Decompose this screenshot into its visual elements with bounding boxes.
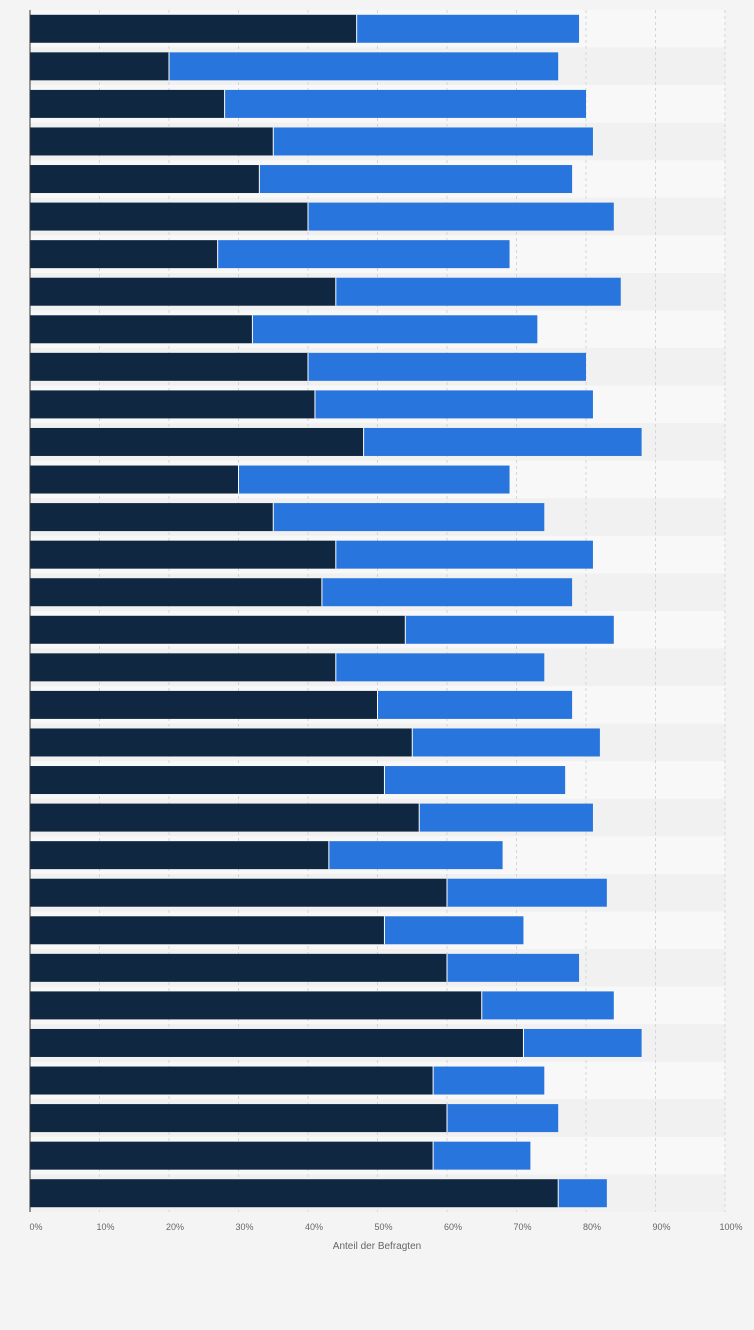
bar-series-2: [335, 277, 621, 306]
bar-series-2: [356, 14, 580, 43]
bar-series-2: [314, 390, 593, 419]
bar-series-1: [30, 52, 169, 81]
bar-series-2: [523, 1028, 642, 1057]
bar-series-2: [328, 841, 503, 870]
bar-series-1: [30, 390, 315, 419]
bar-series-2: [377, 690, 573, 719]
bar-series-1: [30, 1141, 434, 1170]
bar-series-2: [363, 427, 642, 456]
bar-series-2: [273, 503, 545, 532]
bar-series-2: [419, 803, 593, 832]
bar-series-1: [30, 427, 364, 456]
x-tick-label: 0%: [29, 1222, 42, 1232]
bar-series-1: [30, 1104, 447, 1133]
bar-series-1: [30, 127, 274, 156]
x-tick-label: 80%: [583, 1222, 601, 1232]
x-tick-label: 30%: [235, 1222, 253, 1232]
bar-series-2: [433, 1141, 531, 1170]
bar-series-2: [252, 315, 538, 344]
x-tick-label: 60%: [444, 1222, 462, 1232]
bar-series-2: [384, 916, 524, 945]
bar-series-1: [30, 953, 447, 982]
bar-series-1: [30, 202, 308, 231]
bar-series-1: [30, 89, 225, 118]
bar-series-2: [273, 127, 593, 156]
bar-series-1: [30, 841, 329, 870]
bar-series-1: [30, 465, 239, 494]
x-axis-title: Anteil der Befragten: [333, 1241, 421, 1252]
bar-series-1: [30, 916, 385, 945]
bar-series-2: [447, 1104, 559, 1133]
bar-series-2: [384, 766, 566, 795]
bar-series-1: [30, 991, 482, 1020]
x-tick-label: 90%: [652, 1222, 670, 1232]
bar-series-2: [169, 52, 559, 81]
bar-series-2: [259, 165, 573, 194]
x-tick-labels: 0% 10% 20% 30% 40% 50% 60% 70% 80% 90% 100%: [29, 1222, 742, 1232]
bar-series-2: [447, 878, 607, 907]
bar-series-2: [308, 352, 586, 381]
bar-series-1: [30, 766, 385, 795]
bar-series-2: [308, 202, 614, 231]
bar-series-1: [30, 690, 378, 719]
bar-series-1: [30, 615, 406, 644]
bar-series-1: [30, 1028, 524, 1057]
bar-series-1: [30, 352, 308, 381]
bar-series-2: [405, 615, 614, 644]
bar-series-2: [335, 653, 545, 682]
x-tick-label: 10%: [96, 1222, 114, 1232]
bar-series-1: [30, 165, 260, 194]
bar-series-1: [30, 578, 322, 607]
bar-series-1: [30, 1066, 434, 1095]
x-tick-label: 50%: [374, 1222, 392, 1232]
bar-series-1: [30, 240, 218, 269]
bar-series-2: [558, 1179, 607, 1208]
x-tick-label: 100%: [719, 1222, 742, 1232]
bar-series-2: [224, 89, 586, 118]
x-tick-label: 20%: [166, 1222, 184, 1232]
bar-series-2: [238, 465, 510, 494]
bar-series-1: [30, 277, 336, 306]
bar-series-2: [481, 991, 614, 1020]
bar-series-1: [30, 878, 447, 907]
bar-series-2: [447, 953, 580, 982]
bar-series-1: [30, 1179, 559, 1208]
bar-series-1: [30, 653, 336, 682]
bar-series-1: [30, 315, 253, 344]
bars: [30, 14, 642, 1208]
bar-series-2: [412, 728, 600, 757]
bar-series-1: [30, 540, 336, 569]
bar-series-2: [321, 578, 573, 607]
bar-series-2: [217, 240, 510, 269]
bar-series-1: [30, 728, 413, 757]
bar-series-2: [433, 1066, 545, 1095]
bar-series-2: [335, 540, 593, 569]
bar-series-1: [30, 503, 274, 532]
bar-series-1: [30, 14, 357, 43]
x-tick-label: 70%: [513, 1222, 531, 1232]
bar-series-1: [30, 803, 420, 832]
x-tick-label: 40%: [305, 1222, 323, 1232]
